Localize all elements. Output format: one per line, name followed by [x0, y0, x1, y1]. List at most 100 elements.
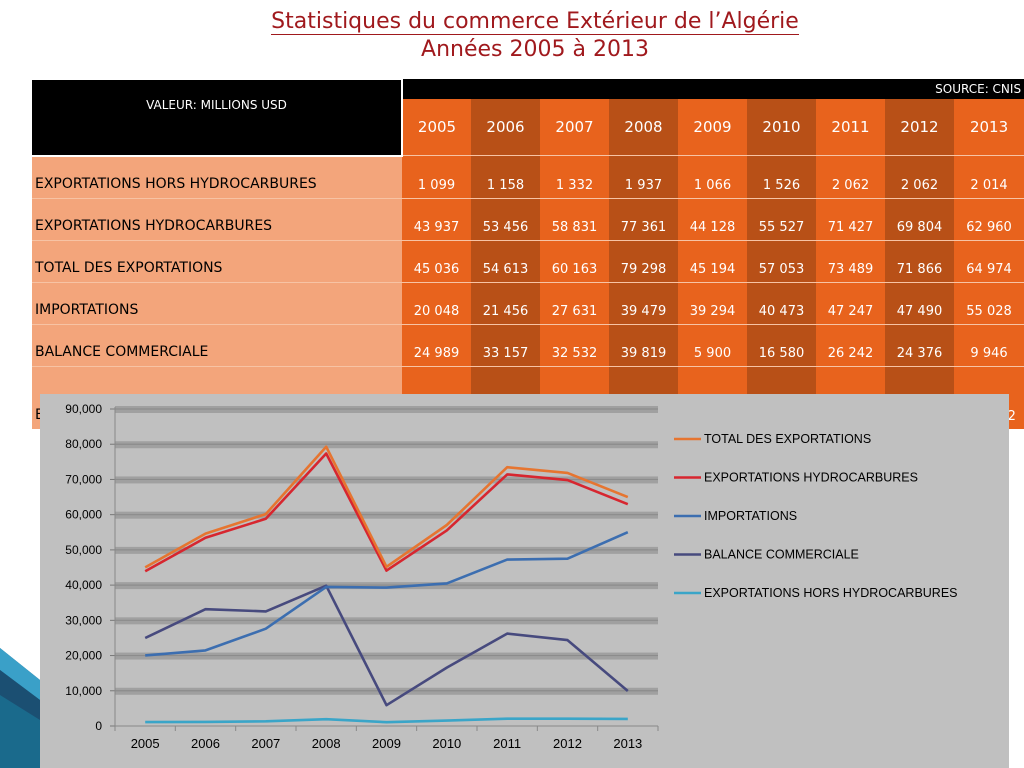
- x-tick-label: 2008: [312, 736, 341, 751]
- table-cell: 79 298: [609, 239, 678, 282]
- table-cell: 2 062: [885, 155, 954, 198]
- year-header: 2009: [678, 99, 747, 156]
- table-row: EXPORTATIONS HYDROCARBURES 43 937 53 456…: [32, 197, 1024, 240]
- x-tick-label: 2005: [131, 736, 160, 751]
- table-cell: 45 194: [678, 239, 747, 282]
- series-line: [145, 717, 628, 724]
- series-line: [144, 584, 629, 707]
- table-cell: 1 158: [471, 155, 540, 198]
- table-cell: 9 946: [954, 323, 1024, 366]
- series-line: [144, 452, 629, 573]
- table-cell: 2 062: [816, 155, 885, 198]
- table-cell: 54 613: [471, 239, 540, 282]
- year-header: 2005: [402, 99, 471, 156]
- x-tick-label: 2011: [493, 736, 521, 751]
- y-tick-label: 50,000: [65, 543, 102, 557]
- row-label: IMPORTATIONS: [32, 281, 402, 324]
- table-cell: 55 527: [747, 197, 816, 240]
- table-cell: 47 490: [885, 281, 954, 324]
- table-cell: 26 242: [816, 323, 885, 366]
- y-tick-label: 30,000: [65, 613, 102, 627]
- table-cell: 2 014: [954, 155, 1024, 198]
- year-header: 2010: [747, 99, 816, 156]
- line-chart: 0 10,000 20,000 30,000 40,000 50,000 60,000 70,…: [65, 402, 958, 751]
- legend-label: BALANCE COMMERCIALE: [704, 548, 859, 562]
- table-cell: 73 489: [816, 239, 885, 282]
- table-cell: 58 831: [540, 197, 609, 240]
- legend-label: EXPORTATIONS HYDROCARBURES: [704, 471, 918, 485]
- year-header: 2011: [816, 99, 885, 156]
- legend-label: IMPORTATIONS: [704, 509, 797, 523]
- table-cell: 44 128: [678, 197, 747, 240]
- table-cell: 1 066: [678, 155, 747, 198]
- y-tick-label: 70,000: [65, 472, 102, 486]
- table-cell: 57 053: [747, 239, 816, 282]
- year-header: 2006: [471, 99, 540, 156]
- table-cell: 71 866: [885, 239, 954, 282]
- y-tick-label: 80,000: [65, 437, 102, 451]
- table-cell: 40 473: [747, 281, 816, 324]
- row-label: BALANCE COMMERCIALE: [32, 323, 402, 366]
- table-cell: 21 456: [471, 281, 540, 324]
- y-tick-label: 20,000: [65, 649, 102, 663]
- table-cell: 69 804: [885, 197, 954, 240]
- x-tick-label: 2013: [613, 736, 642, 751]
- table-row: TOTAL DES EXPORTATIONS 45 036 54 613 60 …: [32, 239, 1024, 282]
- x-tick-label: 2006: [191, 736, 220, 751]
- table-cell: 60 163: [540, 239, 609, 282]
- table-cell: 39 479: [609, 281, 678, 324]
- legend-label: EXPORTATIONS HORS HYDROCARBURES: [704, 586, 958, 600]
- table-cell: 24 376: [885, 323, 954, 366]
- y-tick-label: 40,000: [65, 578, 102, 592]
- source-label: SOURCE: CNIS: [402, 79, 1024, 99]
- row-label: TOTAL DES EXPORTATIONS: [32, 239, 402, 282]
- y-tick-label: 90,000: [65, 402, 102, 416]
- table-cell: 43 937: [402, 197, 471, 240]
- table-cell: 47 247: [816, 281, 885, 324]
- unit-label: VALEUR: MILLIONS USD: [32, 78, 403, 157]
- table-cell: 1 937: [609, 155, 678, 198]
- table-row: EXPORTATIONS HORS HYDROCARBURES 1 099 1 …: [32, 155, 1024, 198]
- table-cell: 64 974: [954, 239, 1024, 282]
- x-tick-label: 2009: [372, 736, 401, 751]
- x-tick-label: 2010: [432, 736, 461, 751]
- table-cell: 1 526: [747, 155, 816, 198]
- page-title: Statistiques du commerce Extérieur de l’…: [271, 9, 799, 35]
- table-cell: 71 427: [816, 197, 885, 240]
- year-header: 2007: [540, 99, 609, 156]
- table-cell: 39 294: [678, 281, 747, 324]
- table-cell: 20 048: [402, 281, 471, 324]
- table-cell: 16 580: [747, 323, 816, 366]
- decorative-swoosh: [0, 648, 40, 768]
- table-cell: 62 960: [954, 197, 1024, 240]
- table-cell: 39 819: [609, 323, 678, 366]
- y-tick-label: 10,000: [65, 684, 102, 698]
- table-row: IMPORTATIONS 20 048 21 456 27 631 39 479…: [32, 281, 1024, 324]
- table-cell: 53 456: [471, 197, 540, 240]
- table-cell: 77 361: [609, 197, 678, 240]
- x-tick-label: 2012: [553, 736, 582, 751]
- table-cell: 27 631: [540, 281, 609, 324]
- year-header: 2013: [954, 99, 1024, 156]
- y-tick-label: 60,000: [65, 508, 102, 522]
- table-cell: 1 332: [540, 155, 609, 198]
- series-line: [144, 445, 629, 569]
- x-tick-label: 2007: [251, 736, 280, 751]
- table-cell: 32 532: [540, 323, 609, 366]
- table-cell: 24 989: [402, 323, 471, 366]
- series-line: [145, 531, 629, 657]
- y-tick-label: 0: [95, 719, 102, 733]
- year-header: 2012: [885, 99, 954, 156]
- table-cell: 33 157: [471, 323, 540, 366]
- table-cell: 5 900: [678, 323, 747, 366]
- trade-statistics-table: VALEUR: MILLIONS USD SOURCE: CNIS 2005 2…: [32, 78, 1024, 429]
- row-label: EXPORTATIONS HYDROCARBURES: [32, 197, 402, 240]
- year-header-row: 2005 2006 2007 2008 2009 2010 2011 2012 …: [32, 99, 1024, 156]
- table-cell: 55 028: [954, 281, 1024, 324]
- line-chart-panel: 0 10,000 20,000 30,000 40,000 50,000 60,000 70,…: [40, 394, 1009, 768]
- table-cell: 45 036: [402, 239, 471, 282]
- page-subtitle: Années 2005 à 2013: [421, 37, 649, 62]
- table-row: BALANCE COMMERCIALE 24 989 33 157 32 532…: [32, 323, 1024, 366]
- legend-label: TOTAL DES EXPORTATIONS: [704, 432, 871, 446]
- row-label: EXPORTATIONS HORS HYDROCARBURES: [32, 155, 402, 198]
